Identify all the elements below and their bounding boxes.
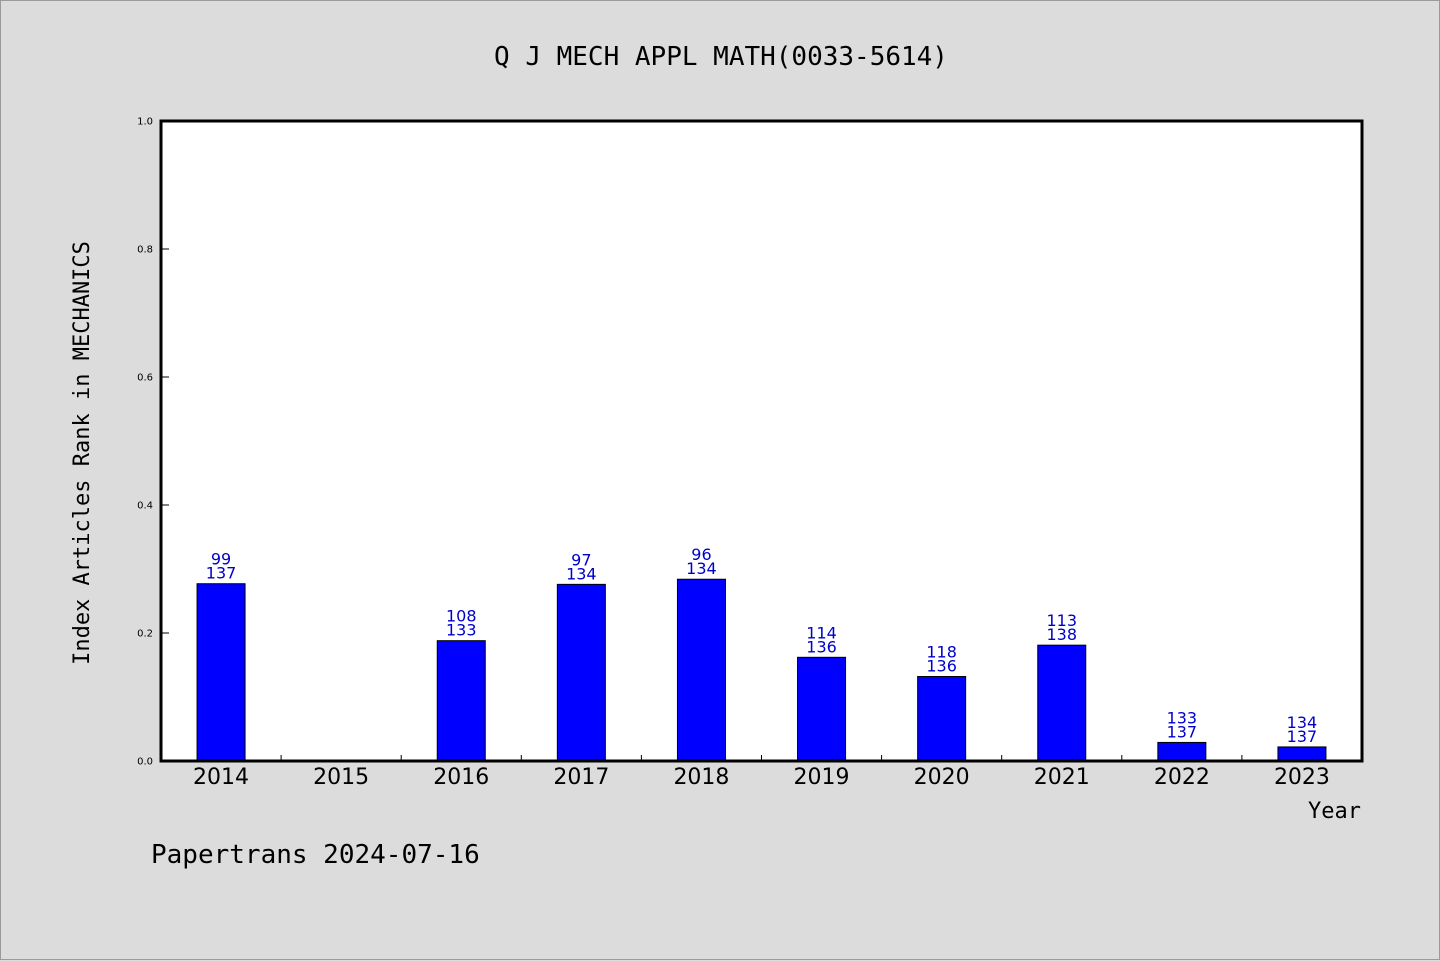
y-axis-label: Index Articles Rank in MECHANICS bbox=[70, 241, 95, 665]
y-tick-label: 0.0 bbox=[137, 757, 153, 768]
y-tick-label: 0.4 bbox=[137, 501, 153, 512]
bar-2017 bbox=[556, 583, 606, 762]
rank-label: 114 bbox=[806, 623, 837, 642]
rank-label: 97 bbox=[571, 550, 591, 569]
x-tick-label: 2017 bbox=[553, 765, 609, 790]
rank-label: 133 bbox=[1167, 708, 1198, 727]
y-tick-label: 1.0 bbox=[137, 117, 153, 128]
bar-2014 bbox=[196, 583, 246, 762]
footer-text: Papertrans 2024-07-16 bbox=[151, 840, 480, 870]
x-tick-label: 2016 bbox=[433, 765, 489, 790]
rank-label: 99 bbox=[211, 550, 231, 569]
bar-2016 bbox=[436, 640, 486, 762]
x-tick-label: 2020 bbox=[914, 765, 970, 790]
total-label: 134 bbox=[686, 559, 717, 578]
y-tick-label: 0.8 bbox=[137, 245, 153, 256]
y-tick-label: 0.6 bbox=[137, 373, 153, 384]
x-axis-label: Year bbox=[1308, 799, 1361, 824]
plot-border bbox=[159, 119, 1364, 763]
x-axis-ticks: 2014 2015 2016 2017 2018 2019 2020 2021 2022 2023 bbox=[193, 755, 1330, 790]
y-tick-label: 0.2 bbox=[137, 629, 153, 640]
rank-label: 96 bbox=[691, 545, 711, 564]
total-label: 136 bbox=[926, 657, 957, 676]
x-tick-label: 2022 bbox=[1154, 765, 1210, 790]
x-tick-label: 2014 bbox=[193, 765, 249, 790]
bar-2020 bbox=[917, 676, 967, 762]
x-tick-label: 2015 bbox=[313, 765, 369, 790]
total-label: 136 bbox=[806, 637, 837, 656]
total-label: 137 bbox=[206, 564, 237, 583]
x-tick-label: 2023 bbox=[1274, 765, 1330, 790]
bars bbox=[196, 578, 1327, 762]
rank-label: 113 bbox=[1046, 611, 1077, 630]
rank-label: 118 bbox=[926, 643, 957, 662]
bar-2021 bbox=[1037, 644, 1087, 762]
x-tick-label: 2019 bbox=[794, 765, 850, 790]
plot-area bbox=[161, 121, 1362, 761]
bar-2018 bbox=[676, 578, 726, 762]
total-label: 138 bbox=[1046, 625, 1077, 644]
x-tick-label: 2018 bbox=[673, 765, 729, 790]
total-label: 134 bbox=[566, 564, 597, 583]
total-label: 137 bbox=[1167, 722, 1198, 741]
bar-2019 bbox=[797, 656, 847, 762]
bar-2023 bbox=[1277, 746, 1327, 762]
total-label: 133 bbox=[446, 621, 477, 640]
rank-label: 134 bbox=[1287, 713, 1318, 732]
chart-title: Q J MECH APPL MATH(0033-5614) bbox=[494, 42, 948, 72]
rank-label: 108 bbox=[446, 607, 477, 626]
total-label: 137 bbox=[1287, 727, 1318, 746]
bar-2022 bbox=[1157, 741, 1207, 762]
x-tick-label: 2021 bbox=[1034, 765, 1090, 790]
